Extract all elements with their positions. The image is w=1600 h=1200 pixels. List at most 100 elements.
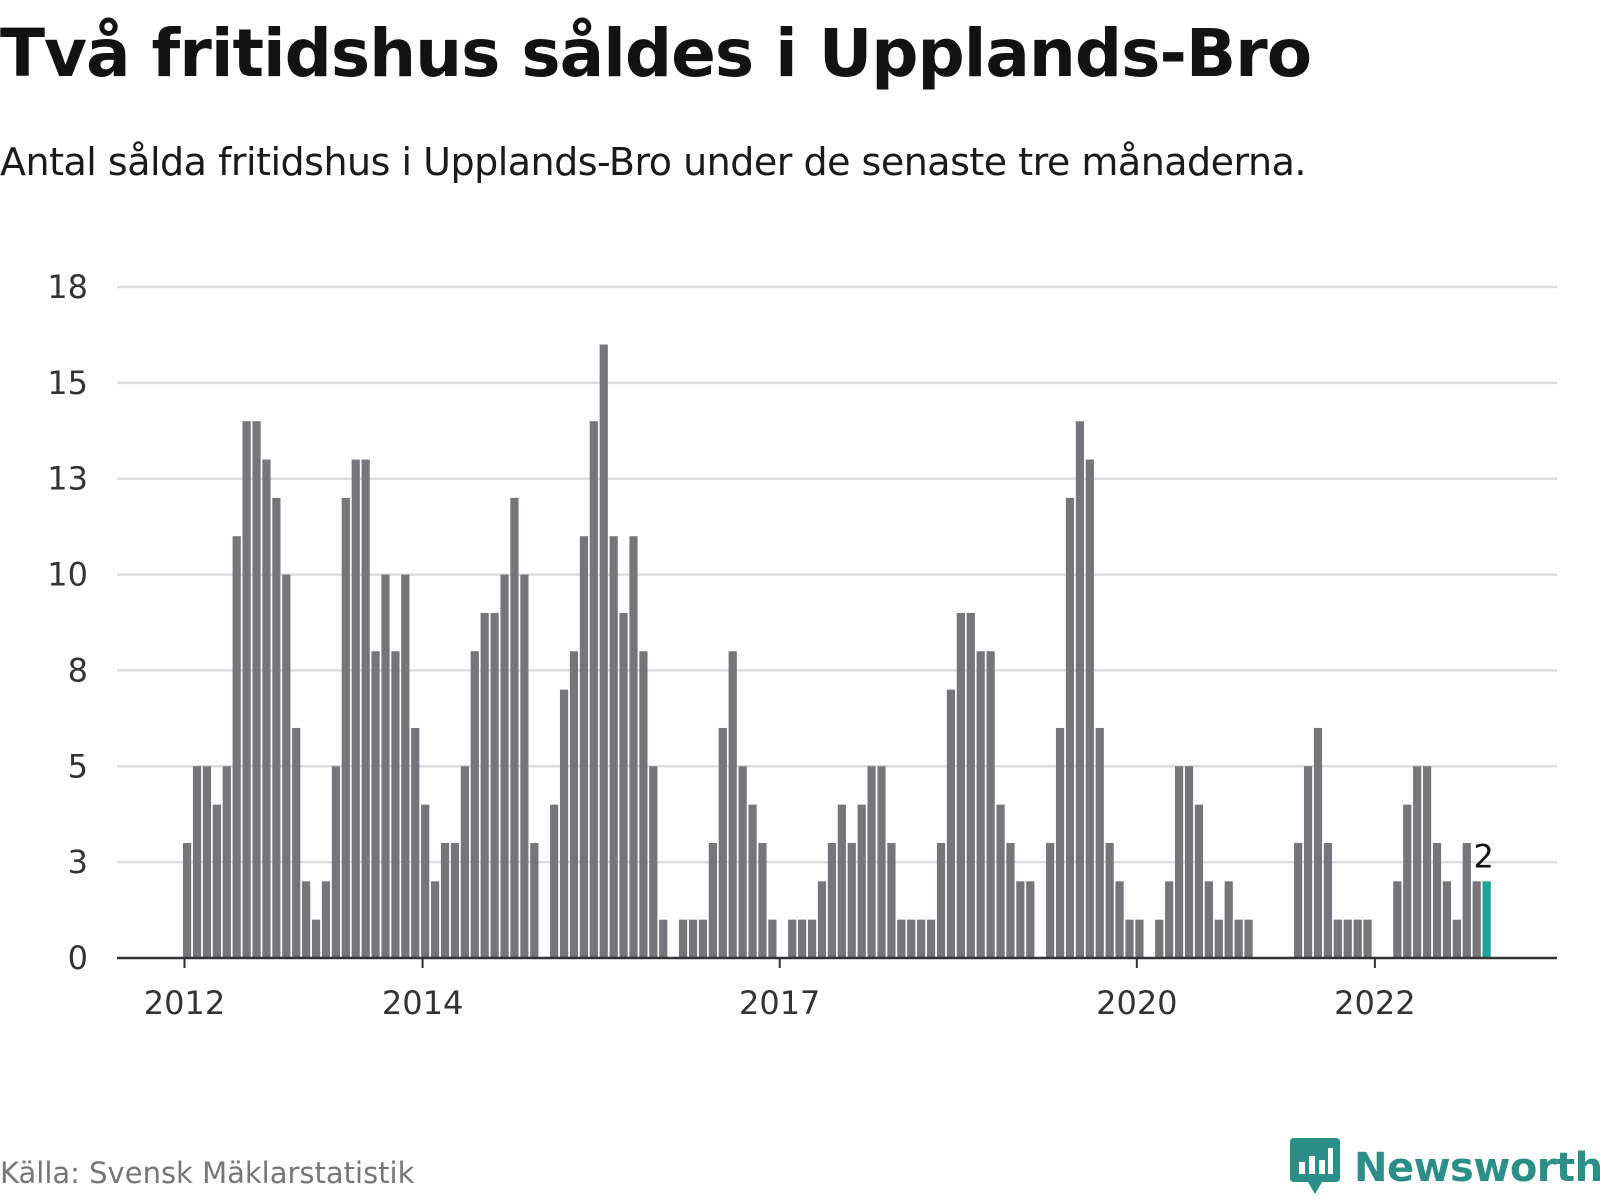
chart-title: Två fritidshus såldes i Upplands-Bro — [0, 15, 1312, 92]
bar — [927, 919, 936, 958]
bar — [986, 651, 995, 958]
latest-value-label: 2 — [1473, 837, 1493, 875]
bar — [1432, 842, 1442, 958]
bar — [1055, 727, 1065, 958]
bar — [738, 766, 747, 958]
x-tick-label: 2022 — [1334, 984, 1415, 1022]
bar — [579, 536, 588, 958]
bar — [1175, 766, 1184, 958]
bar — [609, 536, 618, 958]
bar — [946, 689, 956, 958]
bar — [847, 842, 856, 958]
bar — [391, 651, 400, 958]
bars — [183, 344, 1491, 958]
bar — [599, 344, 608, 958]
bar — [1472, 881, 1481, 958]
bar — [798, 919, 807, 958]
bar — [688, 919, 698, 958]
bar — [976, 651, 985, 958]
bar — [1095, 727, 1104, 958]
bar — [1075, 421, 1084, 958]
bar — [1026, 881, 1035, 958]
bar — [1006, 842, 1015, 958]
brand-logo[interactable]: Newsworthy — [1290, 1138, 1600, 1198]
bar — [381, 574, 390, 958]
x-tick-label: 2012 — [144, 984, 225, 1022]
bar — [1234, 919, 1243, 958]
y-tick-label: 15 — [47, 364, 88, 402]
bar — [807, 919, 817, 958]
bar — [1194, 804, 1204, 958]
bar — [1184, 766, 1194, 958]
bar — [1214, 919, 1223, 958]
bar — [837, 804, 846, 958]
bar — [857, 804, 866, 958]
bar — [1333, 919, 1342, 958]
bar — [520, 574, 529, 958]
bar — [232, 536, 241, 958]
bar — [242, 421, 251, 958]
x-tick-label: 2014 — [382, 984, 463, 1022]
bar — [887, 842, 896, 958]
bar — [629, 536, 638, 958]
bar — [421, 804, 430, 958]
bar — [192, 766, 202, 958]
bar — [619, 612, 628, 958]
bar — [1115, 881, 1124, 958]
bar — [897, 919, 906, 958]
bar — [411, 727, 420, 958]
bar — [262, 459, 271, 958]
bar — [401, 574, 410, 958]
bar — [1016, 881, 1025, 958]
bar — [311, 919, 321, 958]
y-tick-label: 5 — [68, 747, 88, 785]
bar — [1353, 919, 1362, 958]
bar — [659, 919, 668, 958]
bar — [183, 842, 192, 958]
bar — [341, 497, 350, 958]
bar — [1323, 842, 1332, 958]
bar — [748, 804, 757, 958]
bar — [1244, 919, 1253, 958]
bar — [559, 689, 569, 958]
bar — [202, 766, 212, 958]
bar — [1303, 766, 1313, 958]
brand-name: Newsworthy — [1354, 1145, 1600, 1191]
bar — [1403, 804, 1412, 958]
bar — [1105, 842, 1114, 958]
bar — [302, 881, 311, 958]
bar — [1294, 842, 1303, 958]
bar-chart-speech-bubble-icon — [1290, 1138, 1340, 1194]
bar — [1343, 919, 1352, 958]
bar — [1452, 919, 1461, 958]
bar — [589, 421, 598, 958]
bar — [867, 766, 876, 958]
bar — [758, 842, 767, 958]
bar — [550, 804, 559, 958]
bar — [331, 766, 340, 958]
bar — [1313, 727, 1323, 958]
bar — [292, 727, 301, 958]
bar — [708, 842, 717, 958]
bar — [956, 612, 965, 958]
bar — [1065, 497, 1075, 958]
bar — [450, 842, 460, 958]
chart-subtitle: Antal sålda fritidshus i Upplands-Bro un… — [0, 140, 1306, 184]
y-tick-label: 18 — [47, 268, 88, 306]
bar — [817, 881, 827, 958]
bar — [1135, 919, 1144, 958]
bar — [1224, 881, 1233, 958]
bar — [480, 612, 489, 958]
bar — [827, 842, 836, 958]
bar — [1125, 919, 1134, 958]
bar — [500, 574, 509, 958]
bar — [460, 766, 469, 958]
y-tick-label: 0 — [68, 939, 88, 977]
x-tick-label: 2017 — [739, 984, 820, 1022]
y-tick-label: 3 — [68, 843, 88, 881]
bar — [718, 727, 727, 958]
x-tick-label: 2020 — [1096, 984, 1177, 1022]
bar — [212, 804, 221, 958]
bar — [698, 919, 708, 958]
bar — [1085, 459, 1094, 958]
